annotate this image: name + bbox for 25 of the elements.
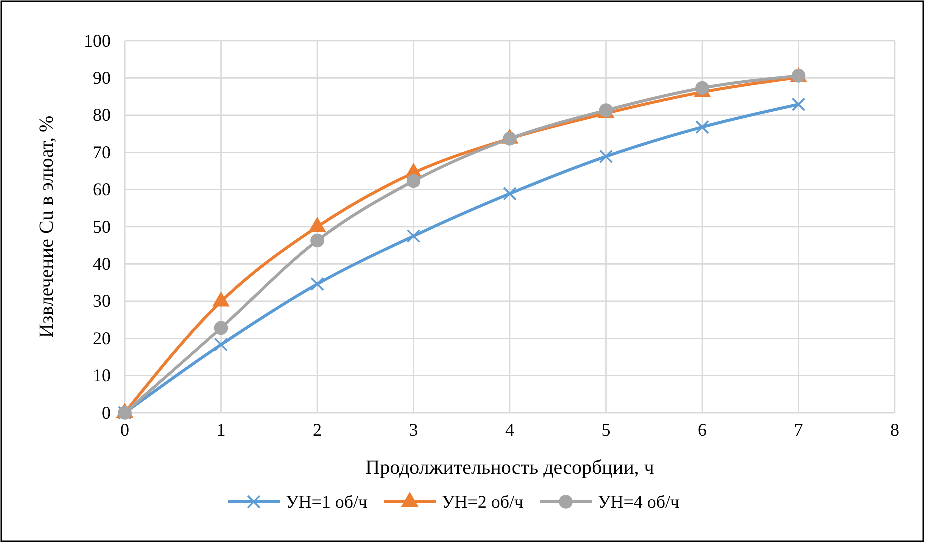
x-tick-label: 2 [313,420,322,440]
x-tick-label: 5 [602,420,611,440]
x-tick-label: 8 [890,420,900,440]
x-tick-label: 3 [409,420,418,440]
y-tick-label: 90 [93,68,111,88]
y-tick-label: 50 [93,216,111,237]
legend-label: УН=4 об/ч [598,492,680,512]
y-tick-label: 30 [93,291,111,312]
x-tick-label: 0 [120,420,130,440]
x-tick-label: 7 [794,420,804,440]
y-tick-label: 20 [93,328,111,348]
y-tick-label: 10 [93,366,111,386]
y-tick-label: 100 [84,30,111,51]
x-tick-label: 6 [698,420,707,440]
y-tick-label: 60 [93,180,111,200]
legend-label: УН=2 об/ч [442,492,524,512]
x-tick-label: 4 [506,420,514,440]
y-axis-title: Извлечение Cu в элюат, % [36,116,58,338]
y-tick-label: 80 [93,105,111,126]
x-axis-title: Продолжительность десорбции, ч [366,457,654,479]
legend-label: УН=1 об/ч [286,492,368,512]
y-tick-label: 40 [93,254,111,274]
y-tick-label: 0 [102,402,111,423]
y-tick-label: 70 [93,142,111,162]
x-tick-label: 1 [216,420,226,440]
